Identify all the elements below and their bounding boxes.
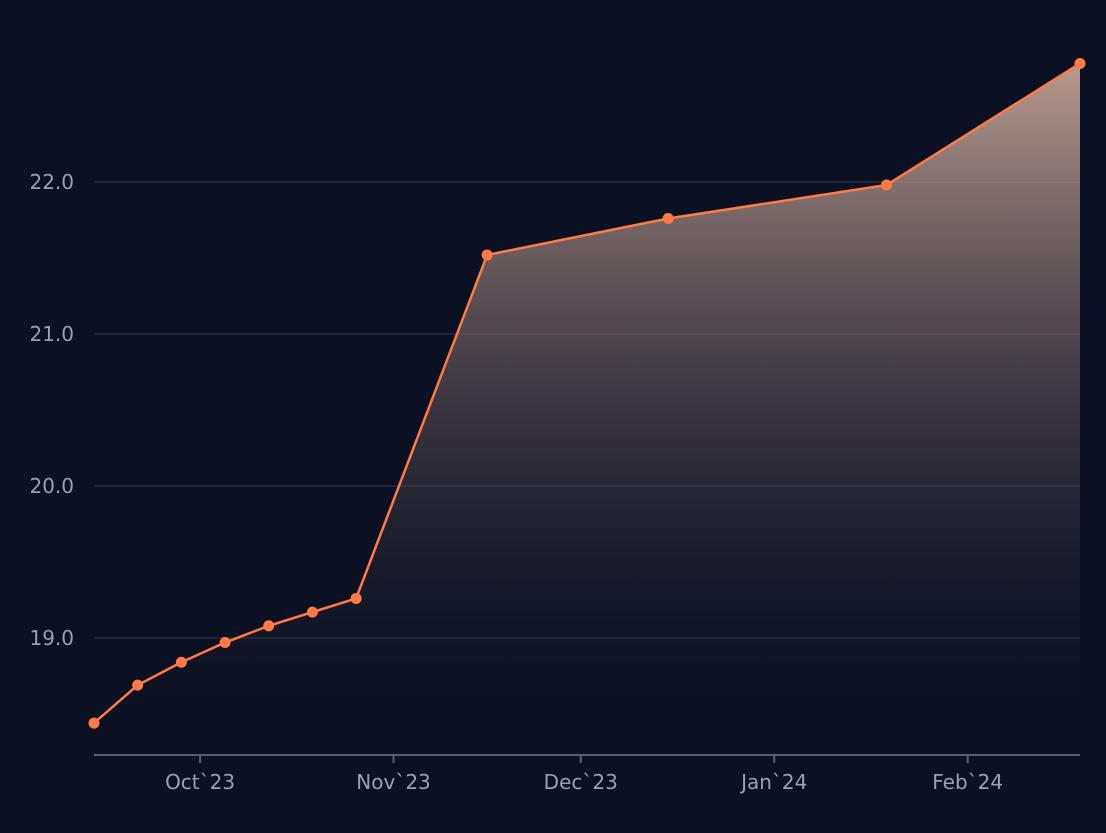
data-point[interactable]	[881, 179, 893, 191]
x-tick-label: Dec`23	[544, 770, 618, 794]
data-point[interactable]	[662, 212, 674, 224]
area-shape	[94, 63, 1080, 755]
data-point[interactable]	[175, 656, 187, 668]
data-point[interactable]	[132, 679, 144, 691]
x-tick-label: Oct`23	[165, 770, 235, 794]
x-axis-tick-labels: Oct`23 Nov`23 Dec`23 Jan`24 Feb`24	[165, 770, 1003, 794]
series-points	[88, 57, 1086, 729]
x-tick-label: Feb`24	[932, 770, 1003, 794]
y-axis-tick-labels: 19.0 20.0 21.0 22.0	[29, 170, 74, 650]
y-tick-label: 20.0	[29, 474, 74, 498]
data-point[interactable]	[306, 606, 318, 618]
x-axis	[94, 754, 1080, 763]
x-tick-label: Nov`23	[356, 770, 430, 794]
y-tick-label: 19.0	[29, 626, 74, 650]
data-point[interactable]	[263, 620, 275, 632]
data-point[interactable]	[350, 592, 362, 604]
x-tick-label: Jan`24	[739, 770, 807, 794]
data-point[interactable]	[481, 249, 493, 261]
area-fill	[94, 63, 1080, 755]
data-point[interactable]	[88, 717, 100, 729]
y-tick-label: 21.0	[29, 322, 74, 346]
y-tick-label: 22.0	[29, 170, 74, 194]
data-point[interactable]	[219, 637, 231, 649]
data-point[interactable]	[1074, 57, 1086, 69]
